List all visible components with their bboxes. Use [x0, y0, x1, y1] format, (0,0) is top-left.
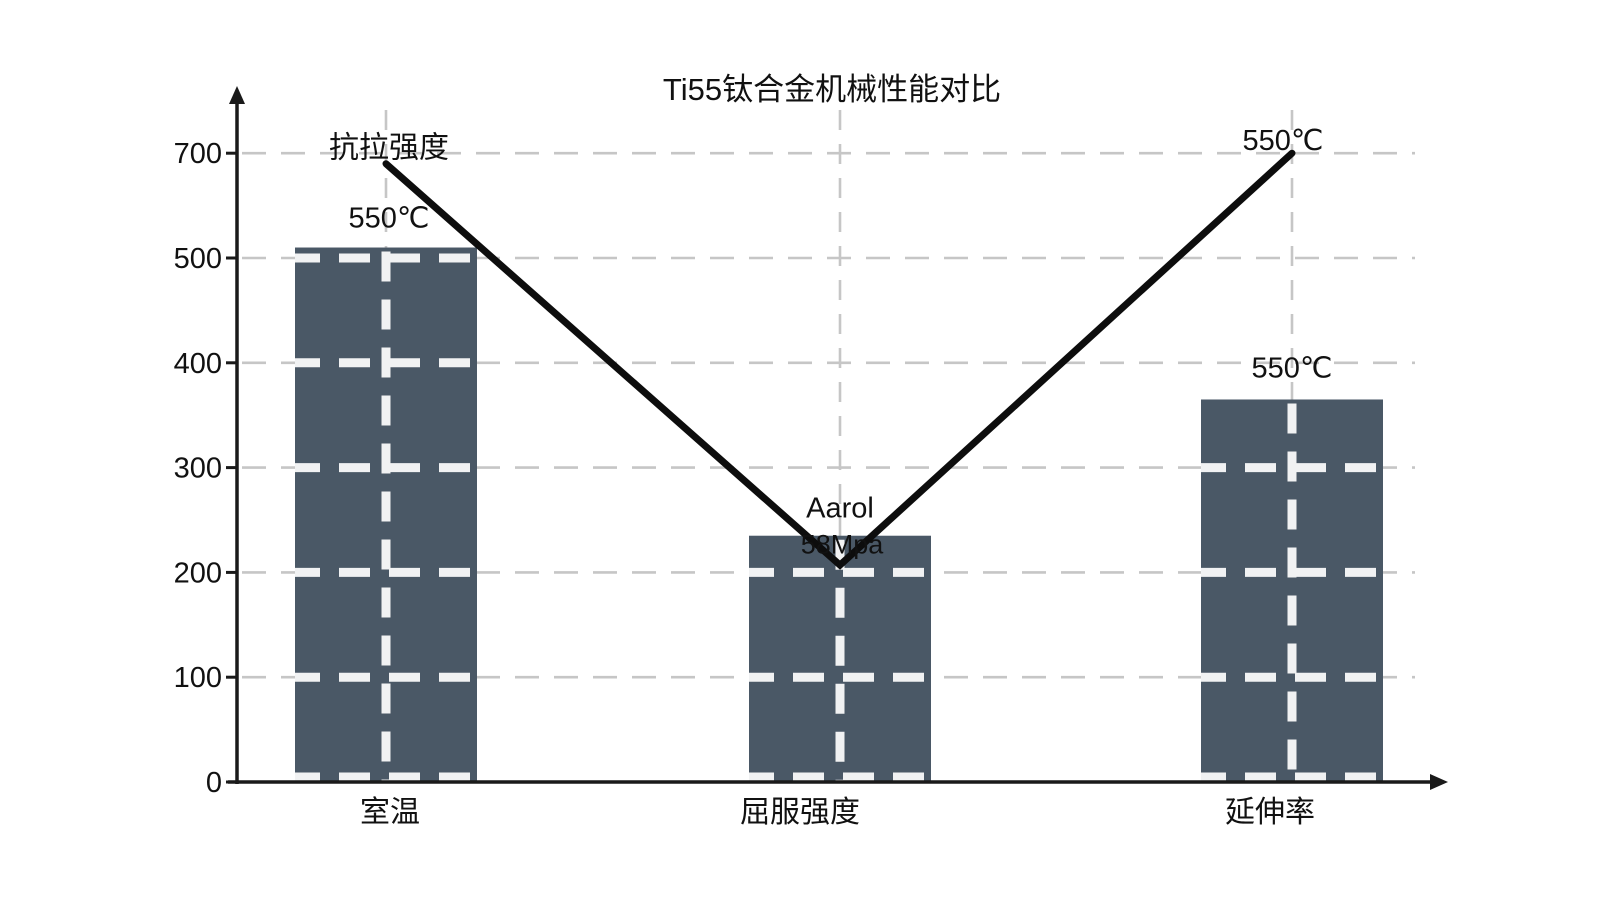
- line-end-label: 550℃: [1243, 125, 1324, 157]
- bar1-temp-label: 550℃: [349, 203, 430, 235]
- white-grid-bar-延伸率: [1201, 403, 1383, 782]
- x-axis-arrow-icon: [1430, 774, 1448, 790]
- gridlines-white-inside-bars: [295, 251, 1383, 782]
- axes: [226, 86, 1448, 790]
- y-tick-label-2: 200: [174, 557, 222, 589]
- y-tick-label-1: 100: [174, 662, 222, 694]
- bar2-garbled-label: Aarol: [806, 493, 874, 525]
- y-tick-label-5: 500: [174, 243, 222, 275]
- x-category-label-1: 屈服强度: [740, 796, 860, 829]
- y-tick-label-4: 400: [174, 348, 222, 380]
- y-tick-label-6: 700: [174, 138, 222, 170]
- y-tick-label-0: 0: [206, 767, 222, 799]
- y-tick-label-3: 300: [174, 453, 222, 485]
- line-start-label: 抗拉强度: [329, 132, 449, 165]
- bar3-temp-label: 550℃: [1252, 352, 1333, 384]
- labels: Ti55钛合金机械性能对比 0 100 200 300 400 500 700 室温 屈服强度 延伸…: [174, 72, 1333, 829]
- v-line-series: [382, 149, 1296, 570]
- x-category-label-2: 延伸率: [1225, 796, 1315, 829]
- white-grid-bar-屈服强度: [749, 539, 931, 782]
- chart-title: Ti55钛合金机械性能对比: [663, 72, 1001, 107]
- y-axis-arrow-icon: [229, 86, 245, 104]
- white-grid-bar-室温: [295, 251, 477, 782]
- bar2-overlay-label: 58Mpa: [801, 530, 885, 560]
- line-series: [382, 149, 1296, 570]
- x-category-label-0: 室温: [360, 796, 420, 829]
